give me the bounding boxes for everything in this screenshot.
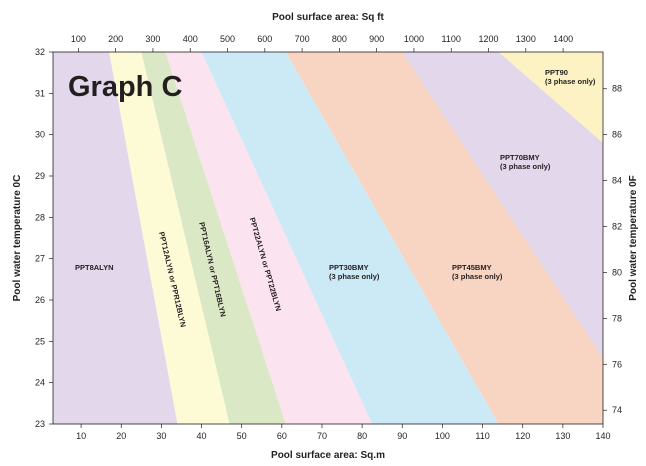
region-band <box>141 52 286 424</box>
y-axis-left-title: Pool water temperature 0C <box>12 175 23 302</box>
x-bottom-tick-label: 20 <box>116 431 126 441</box>
ticks-layer: 10 20 30 40 50 60 70 80 90 100 110 120 130 140 100 200 3… <box>35 34 622 441</box>
region-label-text: (3 phase only) <box>545 77 596 86</box>
x-bottom-tick-label: 90 <box>397 431 407 441</box>
x-top-tick-label: 700 <box>295 34 310 44</box>
x-bottom-tick-label: 110 <box>475 431 489 441</box>
y-left-tick-label: 31 <box>35 88 45 98</box>
x-top-tick-label: 600 <box>257 34 272 44</box>
region-label: PPT70BMY(3 phase only) <box>500 153 551 171</box>
x-top-tick-label: 100 <box>71 34 86 44</box>
y-right-tick-label: 86 <box>612 130 622 140</box>
x-top-tick-label: 1400 <box>553 34 573 44</box>
plot-frame <box>52 51 604 425</box>
y-right-tick-label: 80 <box>612 267 622 277</box>
x-top-tick-label: 200 <box>108 34 123 44</box>
y-axis-right-title: Pool water temperature 0F <box>628 175 639 301</box>
x-bottom-tick-label: 60 <box>277 431 287 441</box>
region-label-text: (3 phase only) <box>500 162 551 171</box>
region-label-text: (3 phase only) <box>329 272 380 281</box>
x-bottom-tick-label: 50 <box>237 431 247 441</box>
y-right-tick-label: 88 <box>612 84 622 94</box>
region-label-text: PPT30BMY <box>329 263 369 272</box>
x-axis-top-title: Pool surface area: Sq ft <box>272 12 384 23</box>
x-bottom-tick-label: 40 <box>197 431 207 441</box>
x-bottom-tick-label: 100 <box>435 431 450 441</box>
region-band <box>285 52 603 424</box>
region-band <box>165 52 373 424</box>
x-top-tick-label: 900 <box>369 34 384 44</box>
y-left-tick-label: 28 <box>35 212 45 222</box>
y-left-tick-label: 29 <box>35 171 45 181</box>
region-band <box>402 52 603 358</box>
region-label: PPT8ALYN <box>75 263 114 272</box>
x-top-tick-label: 800 <box>332 34 347 44</box>
y-right-tick-label: 76 <box>612 359 622 369</box>
region-band <box>109 52 230 424</box>
y-left-tick-label: 26 <box>35 295 45 305</box>
region-label-text: PPT70BMY <box>500 153 540 162</box>
x-top-tick-label: 400 <box>183 34 198 44</box>
x-bottom-tick-label: 70 <box>317 431 327 441</box>
y-left-tick-label: 27 <box>35 254 45 264</box>
x-top-tick-label: 1200 <box>479 34 499 44</box>
x-top-tick-label: 1100 <box>442 34 461 44</box>
region-label-text: PPT8ALYN <box>75 263 114 272</box>
x-bottom-tick-label: 80 <box>357 431 367 441</box>
y-left-tick-label: 25 <box>35 336 45 346</box>
x-top-tick-label: 1000 <box>404 34 424 44</box>
y-right-tick-label: 78 <box>612 313 622 323</box>
region-label-text: (3 phase only) <box>452 272 503 281</box>
y-left-tick-label: 24 <box>35 378 45 388</box>
y-right-tick-label: 82 <box>612 222 622 232</box>
y-left-tick-label: 32 <box>35 47 45 57</box>
x-axis-bottom-title: Pool surface area: Sq.m <box>271 450 385 461</box>
region-band <box>201 52 499 424</box>
region-band <box>498 52 603 143</box>
y-right-tick-label: 84 <box>612 176 622 186</box>
y-left-tick-label: 30 <box>35 130 45 140</box>
x-bottom-tick-label: 120 <box>515 431 530 441</box>
region-label: PPT30BMY(3 phase only) <box>329 263 380 281</box>
y-left-tick-label: 23 <box>35 419 45 429</box>
x-top-tick-label: 300 <box>145 34 160 44</box>
x-bottom-tick-label: 10 <box>76 431 86 441</box>
region-label: PPT90(3 phase only) <box>545 68 596 86</box>
x-top-tick-label: 1300 <box>516 34 536 44</box>
x-bottom-tick-label: 30 <box>156 431 166 441</box>
x-top-tick-label: 500 <box>220 34 235 44</box>
region-label-text: PPT45BMY <box>452 263 492 272</box>
region-label-text: PPT90 <box>545 68 568 77</box>
y-right-tick-label: 74 <box>612 405 622 415</box>
region-band <box>53 52 178 424</box>
regions-layer <box>53 52 603 424</box>
graph-title: Graph C <box>68 71 182 103</box>
x-bottom-tick-label: 130 <box>555 431 570 441</box>
region-label: PPT45BMY(3 phase only) <box>452 263 503 281</box>
x-bottom-tick-label: 140 <box>595 431 610 441</box>
